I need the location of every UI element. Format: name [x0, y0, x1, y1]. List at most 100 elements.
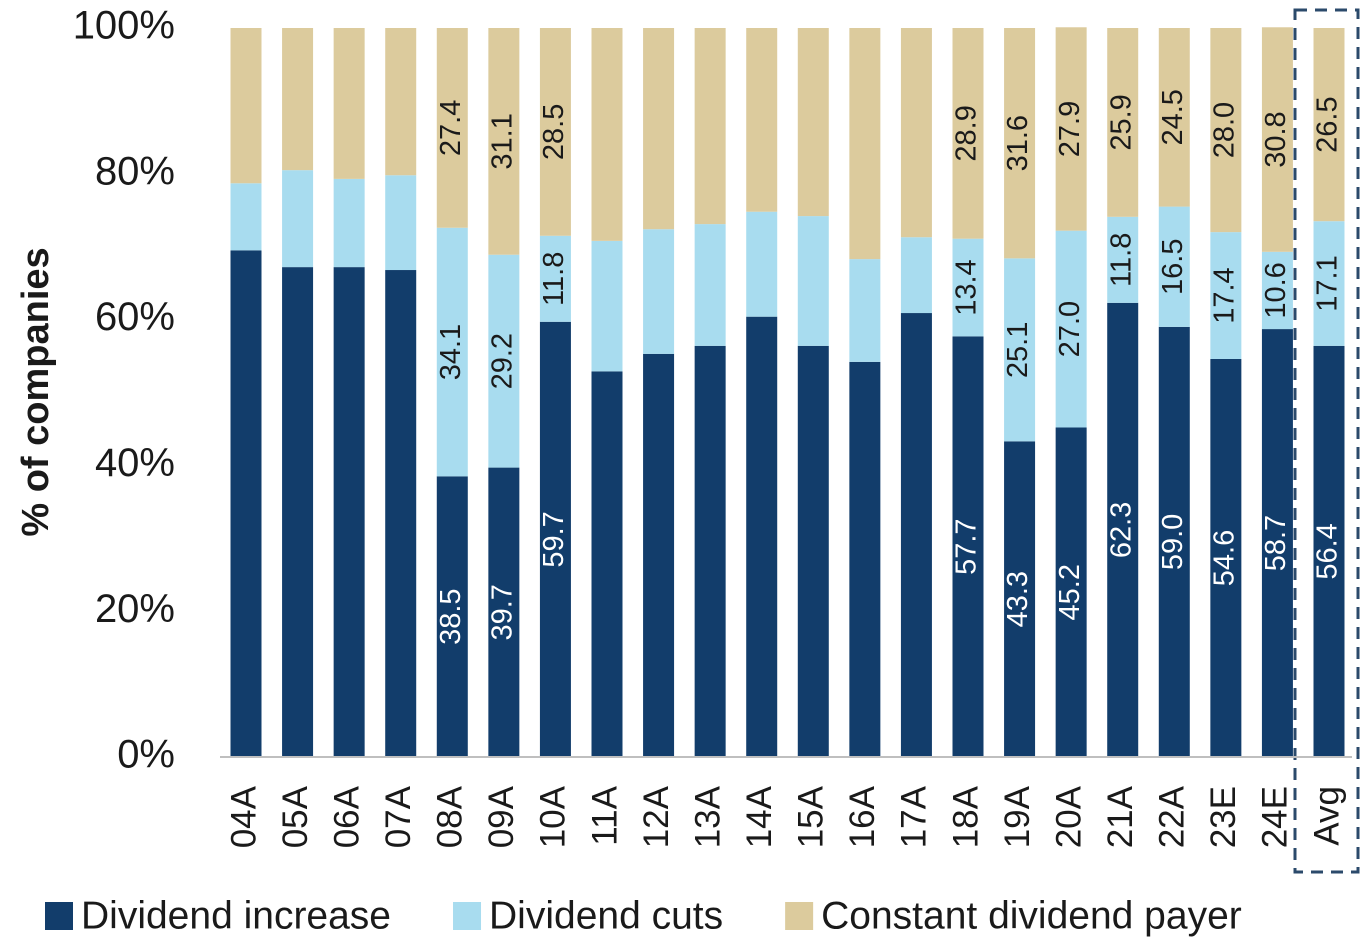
bar-segment [952, 336, 984, 757]
bar-segment [746, 28, 778, 212]
data-label: 10.6 [1260, 262, 1292, 318]
y-tick-label: 100% [73, 4, 175, 48]
x-tick-label: 06A [327, 785, 366, 848]
y-tick-label: 60% [95, 295, 175, 339]
bar-segment [385, 175, 417, 271]
bar-segment [1004, 28, 1036, 259]
legend-label: Dividend increase [81, 894, 391, 937]
bar-segment [643, 353, 675, 757]
bar-segment [849, 361, 881, 757]
data-label: 62.3 [1105, 502, 1137, 558]
y-tick-label: 80% [95, 149, 175, 193]
bar-segment [333, 178, 365, 268]
x-tick-label: Avg [1307, 786, 1346, 846]
x-tick-label: 24E [1256, 786, 1295, 848]
bar-segment [282, 170, 314, 268]
data-label: 27.4 [435, 100, 467, 156]
bar-segment [230, 183, 262, 251]
bar-segment [591, 28, 623, 241]
bar-segment [1313, 221, 1345, 346]
bar-segment [282, 28, 314, 171]
data-label: 28.5 [538, 104, 570, 160]
data-label: 45.2 [1054, 564, 1086, 620]
data-label: 38.5 [435, 588, 467, 644]
x-tick-label: 20A [1049, 785, 1088, 848]
data-label: 28.9 [951, 105, 983, 161]
bar-segment [643, 229, 675, 354]
x-tick-label: 19A [998, 785, 1037, 848]
data-label: 25.1 [1002, 322, 1034, 378]
bar-segment [488, 467, 520, 757]
bar-segment [436, 476, 468, 757]
bar-segment [1158, 28, 1190, 207]
data-label: 28.0 [1209, 102, 1241, 158]
data-label: 29.2 [487, 333, 519, 389]
bar-segment [333, 28, 365, 179]
data-label: 25.9 [1105, 94, 1137, 150]
x-tick-label: 15A [792, 785, 831, 848]
legend-label: Constant dividend payer [821, 894, 1242, 937]
bar-segment [1004, 441, 1036, 757]
bar-segment [900, 313, 932, 757]
bar-segment [591, 371, 623, 757]
bar-segment [797, 28, 829, 217]
bar-segment [952, 238, 984, 337]
data-label: 13.4 [951, 259, 983, 315]
data-label: 59.7 [538, 511, 570, 567]
bar-segment [797, 216, 829, 346]
x-tick-label: 10A [534, 785, 573, 848]
y-axis-label: % of companies [15, 247, 57, 536]
bar-segment [1313, 345, 1345, 757]
legend-swatch [785, 902, 814, 930]
bar-segment [591, 240, 623, 372]
avg-highlight-box [1293, 8, 1360, 874]
x-tick-label: 21A [1101, 785, 1140, 848]
bar-segment [282, 267, 314, 757]
legend-label: Dividend cuts [489, 894, 723, 937]
bar-segment [1261, 329, 1293, 757]
bar-segment [900, 237, 932, 314]
data-label: 11.8 [1105, 233, 1137, 287]
x-tick-label: 12A [637, 785, 676, 848]
bar-segment [385, 28, 417, 176]
x-tick-label: 08A [431, 785, 470, 848]
data-label: 31.6 [1002, 115, 1034, 171]
x-tick-label: 11A [585, 785, 624, 845]
bar-segment [694, 28, 726, 225]
bar-segment [1158, 206, 1190, 327]
bar-segment [385, 270, 417, 757]
bar-segment [1107, 28, 1139, 217]
y-tick-label: 0% [117, 733, 175, 777]
bar-segment [1210, 358, 1242, 757]
x-tick-label: 22A [1153, 785, 1192, 848]
bar-segment [1210, 232, 1242, 359]
data-label: 16.5 [1157, 239, 1189, 295]
bar-segment [746, 211, 778, 317]
bar-segment [488, 28, 520, 255]
x-tick-label: 07A [379, 785, 418, 848]
bar-segment [643, 28, 675, 230]
data-label: 57.7 [951, 518, 983, 574]
data-label: 17.4 [1209, 267, 1241, 323]
bar-segment [1107, 216, 1139, 303]
bar-segment [1158, 326, 1190, 757]
bar-segment [1055, 230, 1087, 428]
bar-segment [1055, 427, 1087, 757]
bar-segment [746, 316, 778, 757]
bar-segment [1004, 258, 1036, 442]
bar-segment [1055, 27, 1087, 231]
bar-segment [1261, 27, 1293, 252]
bar-segment [1261, 251, 1293, 330]
x-tick-label: 09A [482, 785, 521, 848]
x-tick-label: 18A [946, 785, 985, 848]
bar-segment [1210, 28, 1242, 233]
bar-segment [436, 28, 468, 228]
data-label: 17.1 [1312, 255, 1344, 311]
bar-segment [849, 28, 881, 260]
data-label: 30.8 [1260, 111, 1292, 167]
data-label: 24.5 [1157, 89, 1189, 145]
data-label: 11.8 [538, 252, 570, 306]
bar-segment [1107, 302, 1139, 757]
bar-segment [900, 28, 932, 238]
